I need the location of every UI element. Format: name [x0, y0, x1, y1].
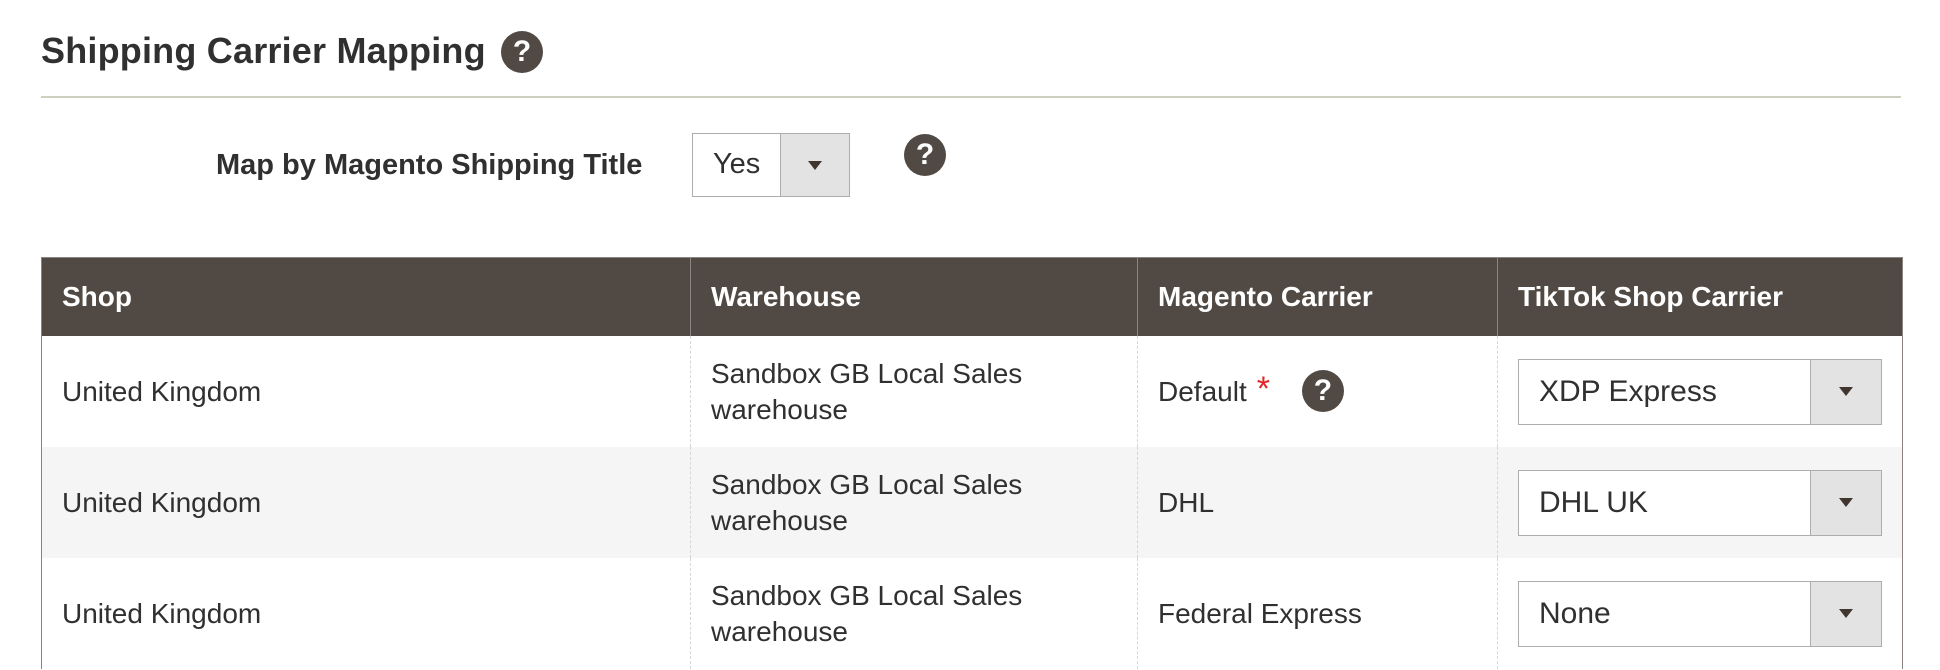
warehouse-line: Sandbox GB Local Sales	[711, 579, 1023, 611]
tiktok-carrier-cell: DHL UK	[1498, 447, 1901, 558]
tiktok-carrier-cell: None	[1498, 558, 1901, 669]
warehouse-line: Sandbox GB Local Sales	[711, 468, 1023, 500]
chevron-down-icon	[1839, 387, 1853, 396]
shop-cell: United Kingdom	[42, 558, 691, 669]
table-header: Shop Warehouse Magento Carrier TikTok Sh…	[42, 258, 1902, 336]
section-header: Shipping Carrier Mapping ?	[41, 0, 1901, 98]
shop-cell: United Kingdom	[42, 336, 691, 447]
dropdown-arrow[interactable]	[1810, 470, 1881, 535]
tiktok-carrier-value: DHL UK	[1539, 485, 1648, 519]
tiktok-carrier-select[interactable]: None	[1518, 580, 1882, 647]
warehouse-cell: Sandbox GB Local Sales warehouse	[691, 447, 1138, 558]
warehouse-line: warehouse	[711, 615, 848, 647]
map-by-title-help-icon[interactable]: ?	[904, 134, 946, 176]
chevron-down-icon	[808, 160, 822, 170]
carrier-mapping-table: Shop Warehouse Magento Carrier TikTok Sh…	[41, 257, 1903, 669]
column-header-warehouse: Warehouse	[691, 258, 1138, 336]
magento-carrier-cell: DHL	[1138, 447, 1498, 558]
chevron-down-icon	[1839, 498, 1853, 507]
table-row: United Kingdom Sandbox GB Local Sales war…	[42, 447, 1902, 558]
map-by-title-select[interactable]: Yes	[692, 133, 850, 197]
table-row: United Kingdom Sandbox GB Local Sales war…	[42, 336, 1902, 447]
column-header-magento-carrier: Magento Carrier	[1138, 258, 1498, 336]
shop-cell: United Kingdom	[42, 447, 691, 558]
warehouse-cell: Sandbox GB Local Sales warehouse	[691, 336, 1138, 447]
warehouse-line: warehouse	[711, 504, 848, 536]
magento-carrier-label: Federal Express	[1158, 597, 1362, 629]
magento-carrier-cell: Default * ?	[1138, 336, 1498, 447]
warehouse-line: warehouse	[711, 393, 848, 425]
carrier-help-icon[interactable]: ?	[1301, 369, 1344, 412]
tiktok-carrier-select[interactable]: DHL UK	[1518, 469, 1882, 536]
map-by-title-value: Yes	[713, 148, 761, 180]
magento-carrier-label: Default	[1158, 375, 1247, 407]
warehouse-line: Sandbox GB Local Sales	[711, 357, 1023, 389]
required-asterisk: *	[1256, 370, 1270, 408]
dropdown-arrow[interactable]	[1810, 581, 1881, 646]
section-title: Shipping Carrier Mapping	[41, 30, 486, 71]
magento-carrier-cell: Federal Express	[1138, 558, 1498, 669]
column-header-shop: Shop	[42, 258, 691, 336]
dropdown-arrow[interactable]	[1810, 359, 1881, 424]
section-help-icon[interactable]: ?	[501, 31, 543, 73]
tiktok-carrier-cell: XDP Express	[1498, 336, 1901, 447]
magento-carrier-label: DHL	[1158, 486, 1215, 518]
dropdown-arrow[interactable]	[780, 134, 849, 196]
tiktok-carrier-value: XDP Express	[1539, 374, 1717, 408]
warehouse-cell: Sandbox GB Local Sales warehouse	[691, 558, 1138, 669]
column-header-tiktok-carrier: TikTok Shop Carrier	[1518, 281, 1784, 312]
table-row: United Kingdom Sandbox GB Local Sales war…	[42, 558, 1902, 669]
tiktok-carrier-select[interactable]: XDP Express	[1518, 358, 1882, 425]
chevron-down-icon	[1839, 609, 1853, 618]
map-by-title-label: Map by Magento Shipping Title	[216, 149, 643, 181]
tiktok-carrier-value: None	[1539, 596, 1611, 630]
